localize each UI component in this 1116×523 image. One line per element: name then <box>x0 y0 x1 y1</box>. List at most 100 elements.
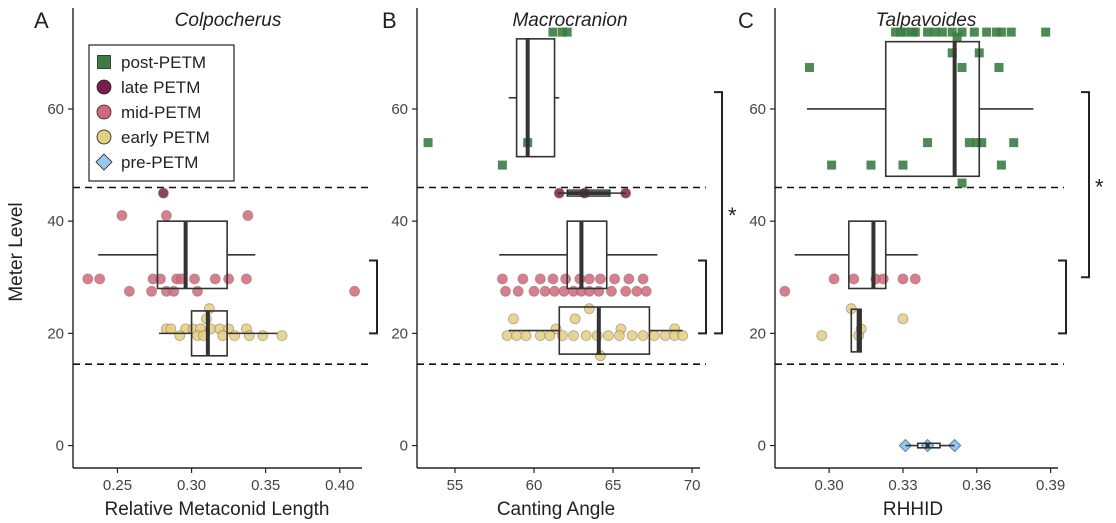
panel-b-point <box>609 273 621 285</box>
panel-c-point <box>952 32 962 42</box>
panel-c-significance-bracket <box>1058 259 1067 335</box>
panel-b-point <box>528 285 540 297</box>
panel-a-point <box>217 330 229 342</box>
panel-b-point <box>602 330 614 342</box>
panel-a-significance-bracket <box>369 259 378 335</box>
panel-c-point <box>827 160 837 170</box>
panel-c-point <box>982 27 992 37</box>
panel-c-x-tick-label: 0.30 <box>815 477 844 494</box>
panel-a-x-axis-title: Relative Metaconid Length <box>105 499 330 520</box>
panel-a-point <box>242 210 254 221</box>
panel-c-point <box>909 273 921 285</box>
panel-a-point <box>243 330 255 342</box>
panel-c-point <box>848 273 860 285</box>
panel-b-point <box>606 285 617 297</box>
panel-c-point <box>947 27 957 37</box>
panel-c-significance-bracket <box>1081 91 1090 279</box>
panel-a-point <box>165 323 177 335</box>
panel-c-letter: C <box>738 8 754 33</box>
panel-a-point <box>174 330 186 342</box>
panel-a-point <box>189 273 200 285</box>
legend: post-PETM late PETM mid-PETM early PETM pre-… <box>88 44 235 182</box>
panel-a-point <box>123 285 135 297</box>
panel-a-point <box>82 273 94 285</box>
panel-b-boxplot <box>499 220 658 290</box>
panel-b-point <box>497 160 507 170</box>
panel-c-point <box>897 313 909 325</box>
panel-c-point <box>804 62 814 72</box>
panel-b-point <box>568 330 579 342</box>
panel-c-boxplot <box>806 40 1034 178</box>
panel-b-point <box>534 273 546 285</box>
panel-c-point <box>930 27 940 37</box>
panel-b-point <box>508 313 519 325</box>
panel-b-point <box>496 273 508 285</box>
panel-b-point <box>583 273 595 285</box>
panel-c-boxplot-box <box>848 220 887 290</box>
panel-b-point <box>648 330 660 342</box>
panel-c-point <box>947 48 957 58</box>
panel-a-y-tick-label: 20 <box>47 325 64 342</box>
panel-c-boxplot <box>905 442 955 449</box>
panel-a-boxplot <box>98 220 256 290</box>
panel-a-x-tick-label: 0.30 <box>177 477 206 494</box>
panel-b-point <box>500 285 511 297</box>
panel-c-point <box>1009 138 1019 148</box>
panel-b-title: Macrocranion <box>512 10 627 31</box>
panel-c-point <box>994 62 1004 72</box>
panel-a-x-tick-label: 0.35 <box>251 477 280 494</box>
panel-b-boxplot <box>508 306 683 355</box>
panel-b-x-tick-label: 65 <box>605 477 622 494</box>
panel-b-boxplot <box>557 189 626 197</box>
panel-b-boxplot-box <box>566 220 608 290</box>
panel-b-point <box>562 27 572 37</box>
panel-c-y-tick-label: 40 <box>749 213 766 230</box>
panel-b-boxplot-box <box>558 306 651 355</box>
panel-b-point <box>544 330 556 342</box>
panel-c-point <box>957 27 967 37</box>
panel-c-significance-star: * <box>1095 175 1104 200</box>
panel-a-letter: A <box>34 8 49 33</box>
panel-c-point <box>937 27 947 37</box>
panel-b-point <box>659 330 671 342</box>
legend-label: early PETM <box>121 128 210 147</box>
panel-c-point <box>964 138 974 148</box>
panel-c-point <box>816 330 828 342</box>
panel-c-boxplot-box <box>850 308 862 353</box>
panel-a-point <box>158 187 169 199</box>
panel-b-point <box>549 285 560 297</box>
panel-c-x-tick-label: 0.33 <box>888 477 917 494</box>
panel-c-y-tick-label: 20 <box>749 325 766 342</box>
panel-a-y-tick-label: 40 <box>47 213 64 230</box>
panel-c-point <box>866 160 876 170</box>
panel-b-boxplot <box>508 38 560 158</box>
panel-a-boxplot <box>158 310 278 357</box>
legend-label: post-PETM <box>121 53 206 72</box>
legend-label: mid-PETM <box>121 103 201 122</box>
panel-b-point <box>637 330 649 342</box>
panel-c-point <box>828 273 840 285</box>
legend-label: pre-PETM <box>121 153 198 172</box>
panel-c-point <box>897 273 909 285</box>
panel-b-point <box>569 313 581 325</box>
panel-b-point <box>626 330 638 342</box>
panel-a-point <box>223 273 235 285</box>
panel-b-point <box>631 285 643 297</box>
panel-b-point <box>547 273 559 285</box>
panel-b-point <box>534 330 546 342</box>
panel-c-point <box>910 27 920 37</box>
panel-b-x-tick-label: 70 <box>684 477 701 494</box>
panel-c: C Talpavoides RHHID 0 20 40 60 0.30 0.33 0.36 0… <box>738 8 1104 520</box>
panel-a-y-tick-label: 0 <box>56 438 64 455</box>
panel-a-point <box>229 330 240 342</box>
panel-b-point <box>613 330 625 342</box>
panel-b-point <box>583 303 595 315</box>
panel-b-x-axis-title: Canting Angle <box>497 499 615 520</box>
y-axis-title: Meter Level <box>6 202 27 301</box>
panel-b-significance-star: * <box>728 203 737 228</box>
panel-a-y-tick-label: 60 <box>47 101 64 118</box>
panel-b-point <box>539 285 551 297</box>
panel-b-point <box>560 273 572 285</box>
legend-circle-icon <box>96 104 112 120</box>
panel-a-point <box>209 273 221 285</box>
